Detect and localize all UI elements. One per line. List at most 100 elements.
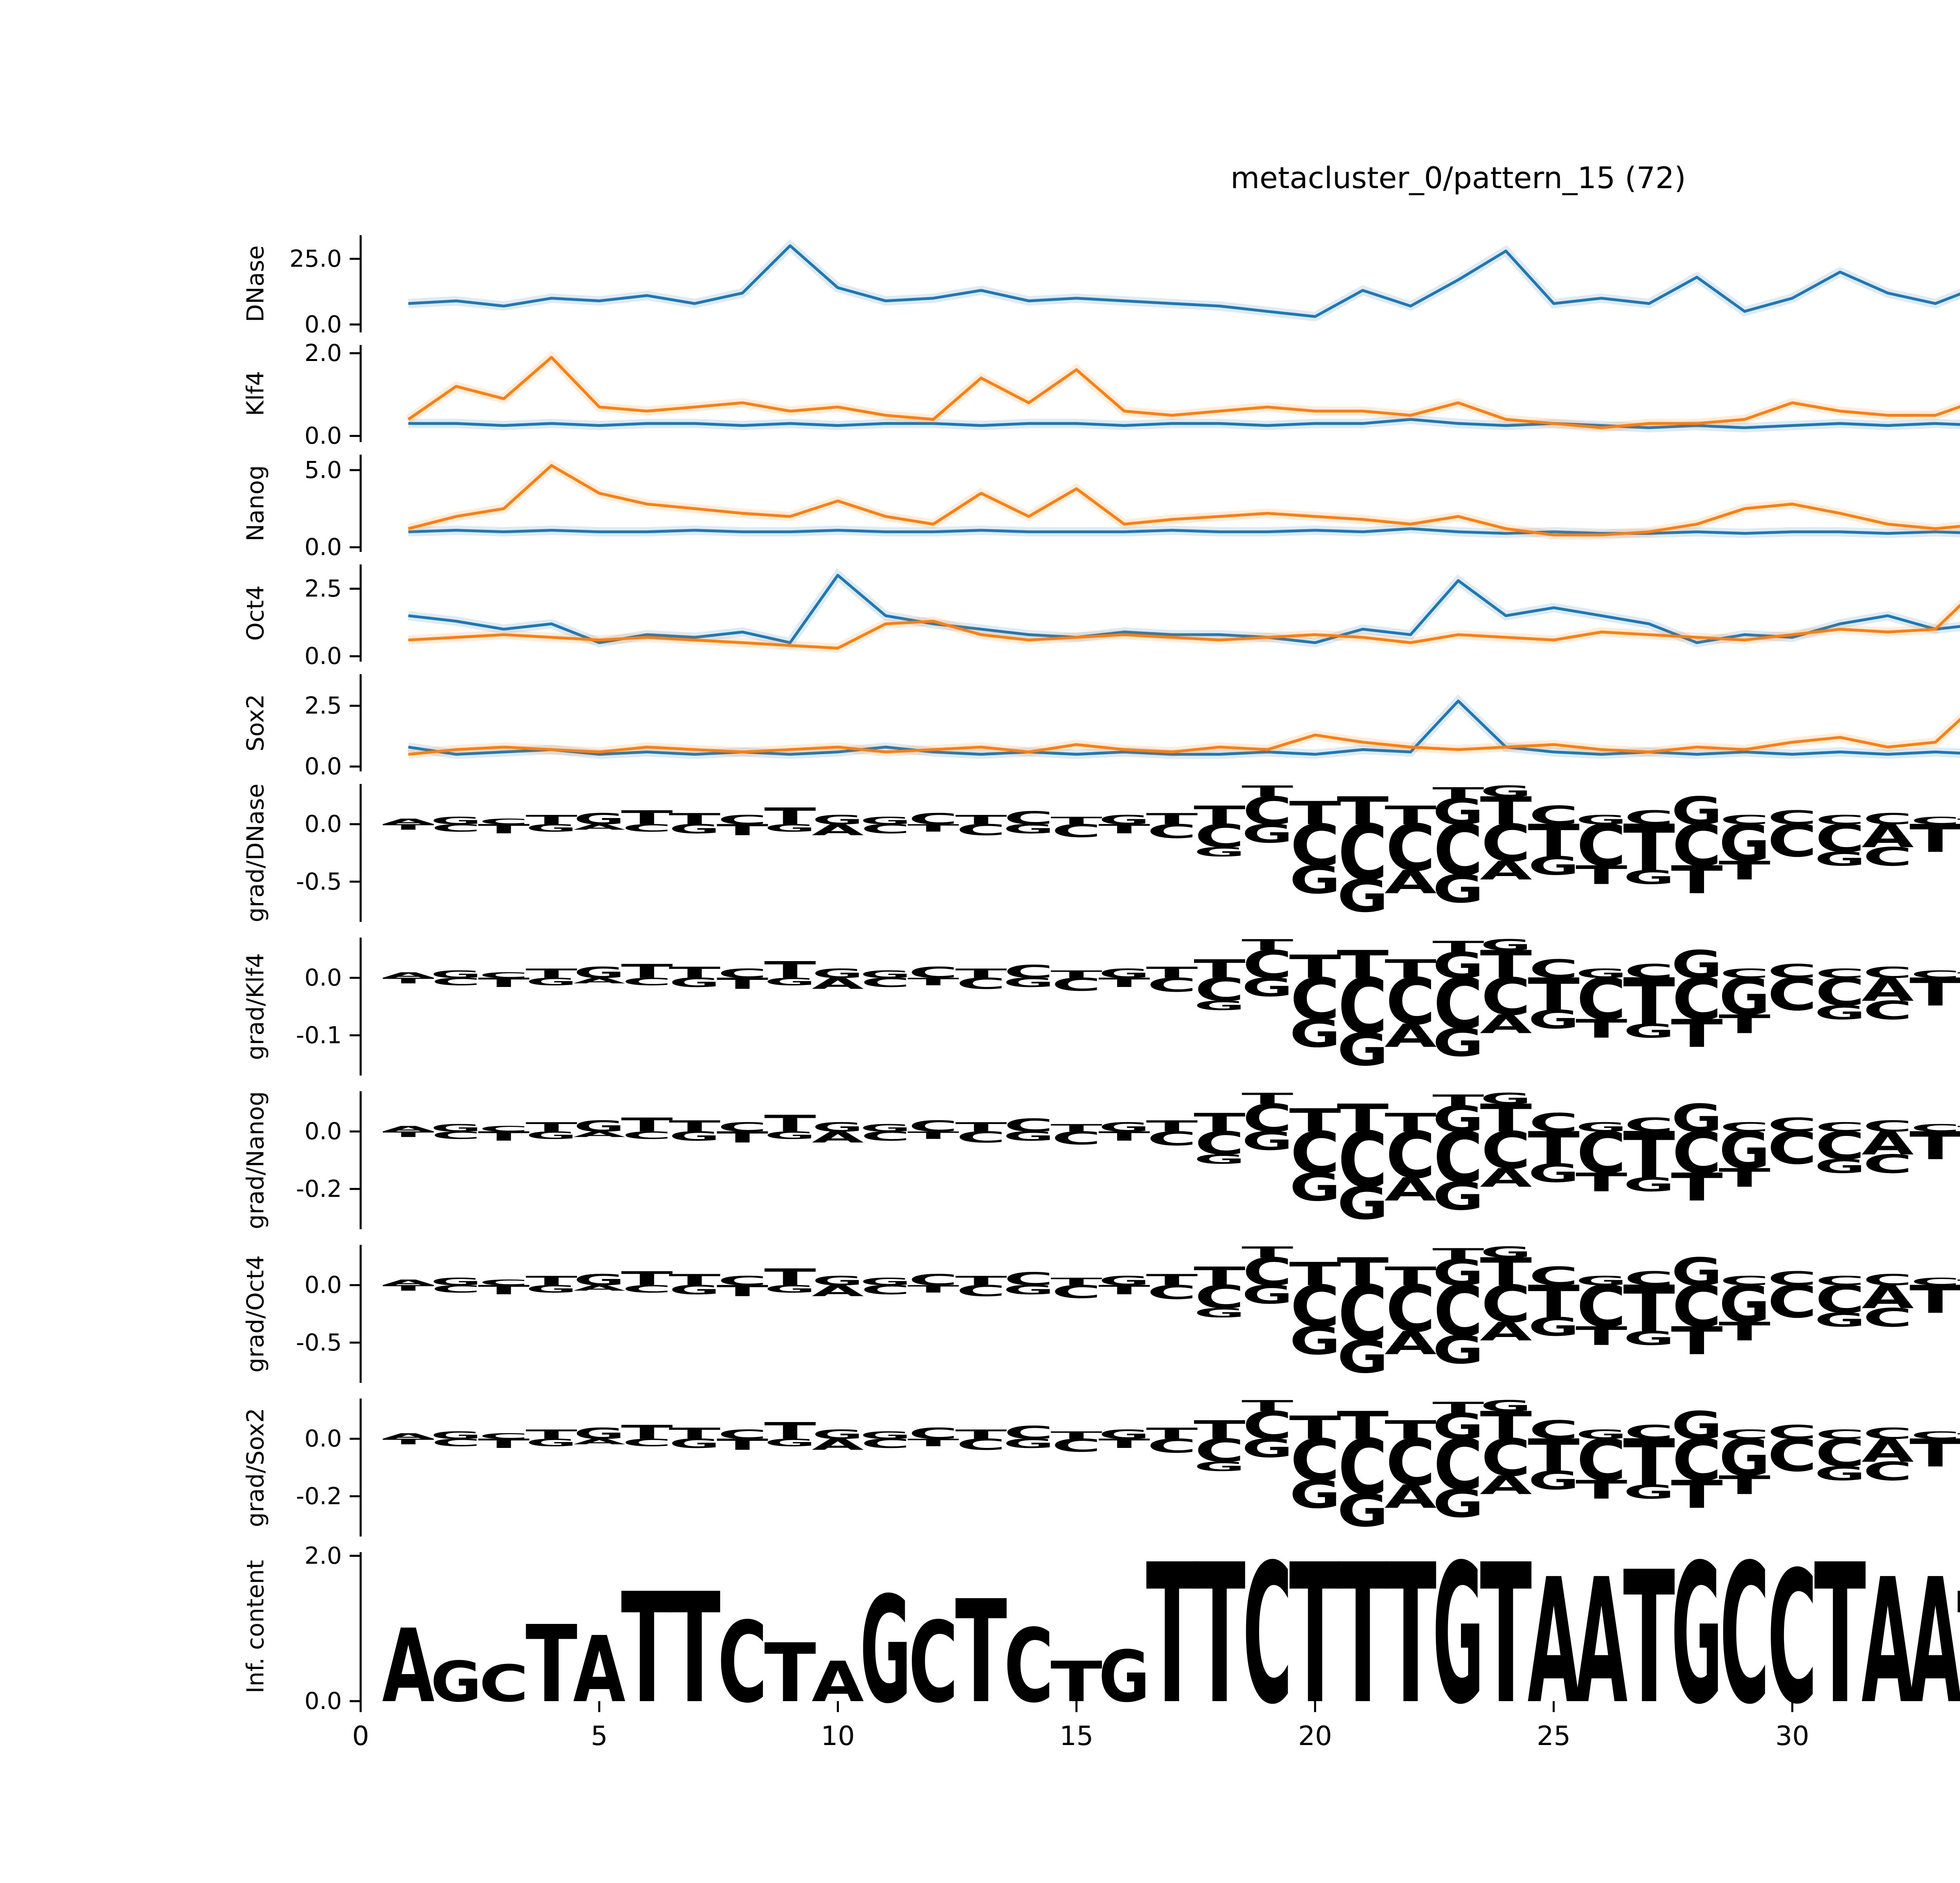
logo-letter-G: G	[1576, 1427, 1627, 1442]
logo-letter-G: G	[1194, 1306, 1245, 1321]
logo-letter-T: T	[955, 813, 1007, 827]
logo-letter-G: G	[1528, 1466, 1579, 1495]
logo-letter-G: G	[1242, 1280, 1293, 1310]
logo-letter-T: T	[1575, 1014, 1627, 1044]
logo-letter-A: A	[382, 971, 434, 980]
logo-letter-G: G	[812, 1427, 864, 1442]
logo-letter-G: G	[764, 1437, 816, 1448]
logo-letter-T: T	[478, 822, 530, 836]
logo-letter-C: C	[1386, 1425, 1436, 1500]
logo-letter-G: G	[1194, 1152, 1245, 1167]
logo-letter-C: C	[1004, 961, 1054, 982]
logo-letter-T: T	[764, 1110, 816, 1137]
logo-letter-G: G	[860, 1429, 911, 1441]
y-tick-label: -0.2	[296, 1482, 342, 1510]
logo-letter-T: T	[717, 821, 768, 839]
logo-letter-G: G	[1433, 1406, 1484, 1447]
logo-letter-T: T	[1385, 1108, 1436, 1138]
logo-letter-T: T	[1432, 938, 1484, 956]
logo-letter-C: C	[479, 1125, 529, 1134]
logo-letter-C: C	[1815, 1431, 1865, 1476]
track-label: DNase	[242, 245, 269, 322]
logo-letter-T: T	[621, 960, 673, 983]
logo-letter-C: C	[1911, 1276, 1960, 1288]
logo-letter-T: T	[1289, 1102, 1341, 1139]
logo-letter-G: G	[1815, 1462, 1866, 1485]
logo-letter-C: C	[1815, 1427, 1865, 1442]
logo-letter-A: A	[1575, 1542, 1628, 1742]
logo-letter-T: T	[1957, 971, 1960, 980]
track-Klf4: 0.0 2.0 Klf4	[242, 339, 1960, 450]
logo-letter-T: T	[669, 1425, 720, 1443]
logo-letter-G: G	[573, 1117, 625, 1136]
logo-letter-C: C	[1720, 1273, 1769, 1288]
logo-letter-G: G	[1433, 1174, 1484, 1219]
logo-letter-T: T	[621, 1114, 673, 1136]
logo-letter-G: G	[1289, 1165, 1341, 1210]
logo-letter-T: T	[1289, 949, 1341, 986]
logo-letter-A: A	[1862, 1279, 1914, 1316]
logo-letter-T: T	[1432, 1245, 1484, 1263]
logo-letter-C: C	[479, 971, 529, 980]
logo-letter-C: C	[1815, 966, 1865, 981]
logo-letter-C: C	[718, 1120, 768, 1135]
logo-letter-C: C	[1624, 1267, 1674, 1290]
logo-letter-T: T	[955, 966, 1007, 981]
logo-letter-G: G	[1671, 1096, 1722, 1141]
logo-letter-G: G	[1433, 1328, 1484, 1373]
logo-letter-A: A	[382, 1607, 434, 1725]
logo-letter-G: G	[669, 975, 720, 990]
y-tick-label: 5.0	[305, 456, 342, 484]
logo-letter-T: T	[1385, 954, 1436, 984]
logo-letter-C: C	[431, 1437, 481, 1449]
logo-letter-A: A	[1480, 1163, 1532, 1193]
y-tick-label: 2.0	[305, 339, 342, 367]
logo-letter-C: C	[1863, 810, 1913, 828]
logo-letter-C: C	[1863, 842, 1913, 872]
logo-letter-T: T	[1241, 936, 1293, 954]
logo-letter-C: C	[1052, 974, 1102, 995]
track-Nanog: 0.0 5.0 Nanog	[242, 455, 1960, 561]
logo-letter-T: T	[907, 1129, 959, 1141]
logo-letter-C: C	[1481, 814, 1531, 873]
logo-letter-G: G	[669, 1436, 720, 1451]
logo-letter-T: T	[1671, 1472, 1723, 1517]
logo-letter-C: C	[1577, 1273, 1626, 1340]
logo-letter-T: T	[1623, 1119, 1675, 1193]
logo-letter-T: T	[1623, 1272, 1675, 1346]
logo-letter-C: C	[909, 1117, 958, 1135]
logo-letter-A: A	[1385, 1017, 1437, 1054]
logo-letter-G: G	[1528, 1312, 1579, 1342]
logo-letter-G: G	[1528, 851, 1579, 881]
logo-letter-G: G	[1337, 1331, 1388, 1383]
logo-letter-T: T	[1719, 1010, 1770, 1039]
logo-letter-T: T	[1337, 1403, 1388, 1448]
track-label: grad/Klf4	[242, 953, 269, 1060]
logo-letter-T: T	[1337, 1250, 1388, 1294]
logo-letter-C: C	[1481, 967, 1531, 1027]
track-label: grad/Nanog	[242, 1091, 269, 1229]
logo-letter-G: G	[764, 976, 816, 987]
logo-letter-T: T	[1909, 816, 1960, 861]
logo-letter-C: C	[1147, 1127, 1197, 1150]
logo-letter-T: T	[1289, 1523, 1341, 1746]
logo-letter-T: T	[1671, 1319, 1723, 1363]
logo-letter-C: C	[1577, 966, 1626, 1033]
logo-letter-A: A	[1385, 863, 1437, 901]
logo-letter-T: T	[764, 1627, 816, 1721]
track-label: grad/Sox2	[242, 1408, 269, 1527]
logo-letter-T: T	[1432, 1092, 1484, 1110]
logo-letter-C: C	[1529, 1415, 1579, 1445]
logo-letter-C: C	[1290, 966, 1340, 1033]
track-label: Inf. content	[242, 1560, 269, 1693]
logo-letter-G: G	[1719, 967, 1770, 1027]
logo-letter-G: G	[1719, 1275, 1770, 1334]
logo-letter-T: T	[1051, 1429, 1102, 1441]
logo-letter-T: T	[1575, 860, 1627, 890]
logo-letter-C: C	[718, 1598, 768, 1728]
logo-letter-T: T	[1528, 1122, 1579, 1174]
logo-letter-C: C	[861, 1283, 911, 1297]
